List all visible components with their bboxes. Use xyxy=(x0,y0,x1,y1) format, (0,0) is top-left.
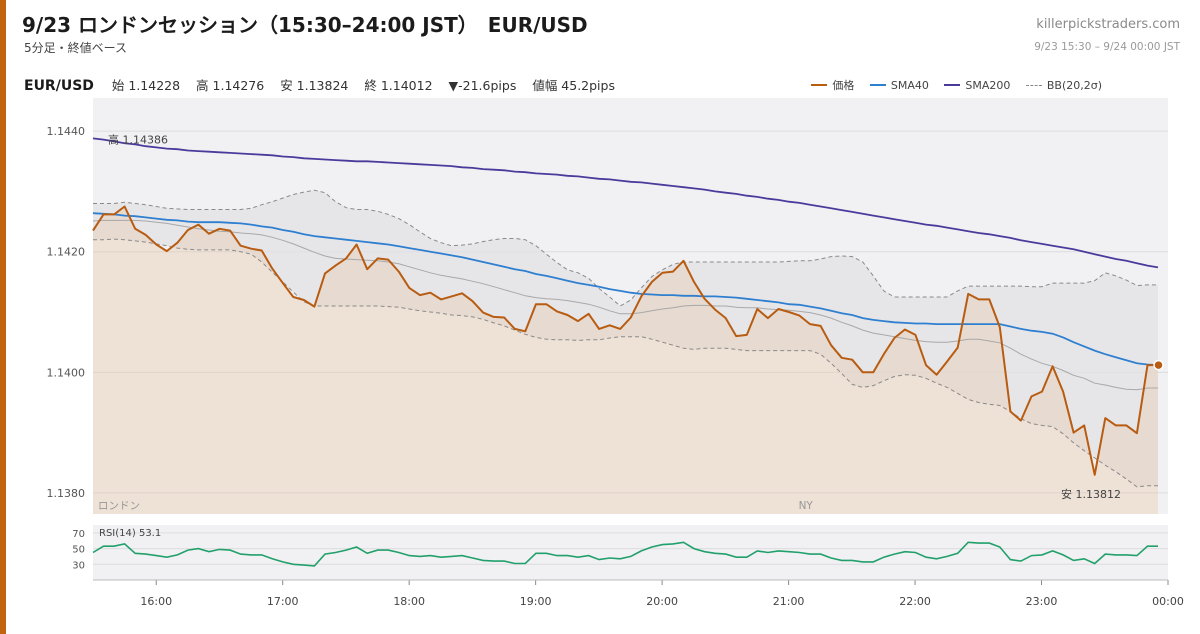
legend-bb[interactable]: BB(20,2σ) xyxy=(1025,79,1102,92)
stats-bar: EUR/USD 始 1.14228 高 1.14276 安 1.13824 終 … xyxy=(24,75,627,94)
legend-sma200[interactable]: SMA200 xyxy=(944,79,1010,92)
x-tick-label: 22:00 xyxy=(899,595,931,608)
x-tick-label: 20:00 xyxy=(646,595,678,608)
stat-open: 始 1.14228 xyxy=(111,78,181,93)
rsi-tick-label: 70 xyxy=(72,529,85,540)
page-title: 9/23 ロンドンセッション（15:30–24:00 JST） EUR/USD xyxy=(22,13,588,37)
price-line xyxy=(92,205,1158,476)
rsi-tick-label: 30 xyxy=(72,560,85,571)
site-name: killerpickstraders.com xyxy=(1036,17,1180,32)
bb-lower-line xyxy=(93,238,1158,488)
rsi-label: RSI(14) 53.1 xyxy=(99,528,161,539)
stat-low: 安 1.13824 xyxy=(280,78,349,93)
legend-sma200-label: SMA200 xyxy=(965,79,1011,92)
pair-label: EUR/USD xyxy=(24,78,94,94)
legend-sma40[interactable]: SMA40 xyxy=(869,79,929,92)
chart-legend: 価格 SMA40 SMA200 BB(20,2σ) xyxy=(799,77,1102,93)
x-tick-label: 16:00 xyxy=(140,595,172,608)
page-subtitle: 5分足・終値ベース xyxy=(24,41,128,55)
stat-close: 終 1.14012 xyxy=(364,78,433,93)
stat-range: 値幅 45.2pips xyxy=(532,78,615,93)
x-tick-label: 21:00 xyxy=(773,595,805,608)
rsi-plot-area xyxy=(93,525,1168,580)
price-area-fill xyxy=(93,206,1158,515)
low-annotation: 安 1.13812 xyxy=(1061,487,1121,501)
bb-band-fill xyxy=(93,190,1158,487)
legend-sma40-label: SMA40 xyxy=(890,79,929,92)
rsi-tick-label: 50 xyxy=(72,545,85,556)
sma200-line xyxy=(92,137,1159,269)
x-tick-label: 17:00 xyxy=(267,595,299,608)
sma40-line xyxy=(92,212,1159,366)
accent-bar xyxy=(0,0,6,634)
session-label-ny: NY xyxy=(799,500,814,512)
stat-change: ▼-21.6pips xyxy=(448,78,517,93)
x-tick-label: 19:00 xyxy=(520,595,552,608)
stat-high: 高 1.14276 xyxy=(196,78,265,93)
x-tick-label: 00:00 xyxy=(1152,595,1184,608)
session-label-london: ロンドン xyxy=(98,500,140,512)
legend-price[interactable]: 価格 xyxy=(811,77,854,93)
high-annotation: 高 1.14386 xyxy=(108,133,168,147)
x-tick-label: 18:00 xyxy=(393,595,425,608)
y-tick-label: 1.1420 xyxy=(47,246,86,259)
x-tick-label: 23:00 xyxy=(1026,595,1058,608)
date-range: 9/23 15:30 – 9/24 00:00 JST xyxy=(1034,41,1180,53)
bb-mid-line xyxy=(92,219,1158,391)
rsi-line xyxy=(92,541,1158,567)
last-price-marker xyxy=(1153,359,1164,371)
y-tick-label: 1.1440 xyxy=(47,125,86,138)
y-tick-label: 1.1380 xyxy=(47,487,86,500)
y-tick-label: 1.1400 xyxy=(47,366,86,379)
legend-bb-label: BB(20,2σ) xyxy=(1046,79,1102,92)
legend-price-label: 価格 xyxy=(832,79,855,92)
